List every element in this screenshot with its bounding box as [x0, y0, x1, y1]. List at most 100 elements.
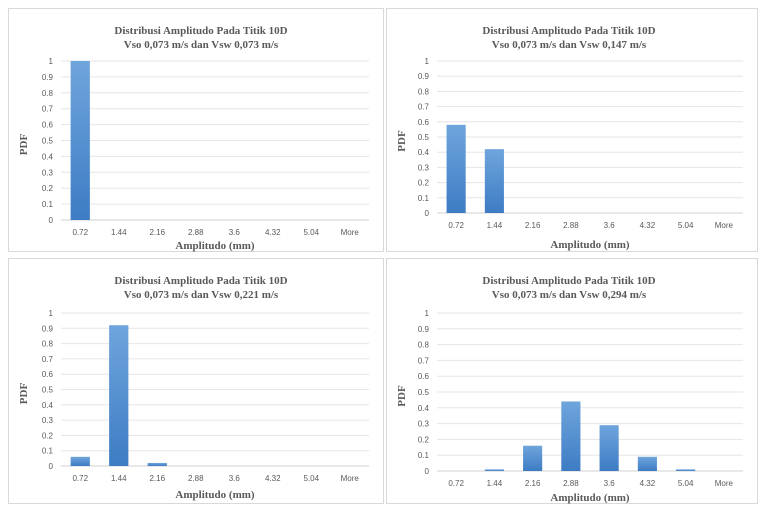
chart-subtitle: Vso 0,073 m/s dan Vsw 0,073 m/s [124, 39, 279, 51]
chart-panel-3: Distribusi Amplitudo Pada Titik 10D Vso 0… [8, 258, 384, 504]
y-tick-label: 0.3 [42, 416, 54, 425]
bar [523, 445, 543, 471]
x-tick-label: 2.16 [149, 474, 165, 483]
y-tick-label: 1 [425, 309, 430, 318]
y-tick-label: 0.8 [418, 341, 430, 350]
x-tick-label: 2.16 [525, 221, 541, 230]
x-tick-label: 1.44 [111, 228, 127, 237]
y-tick-label: 0.1 [42, 200, 54, 209]
chart-svg-2: Distribusi Amplitudo Pada Titik 10D Vso 0… [396, 25, 743, 251]
y-axis-label: PDF [18, 383, 30, 405]
y-tick-label: 1 [49, 57, 54, 66]
y-tick-label: 0.8 [418, 87, 430, 96]
y-tick-label: 0 [425, 209, 430, 218]
y-tick-label: 0.5 [42, 386, 54, 395]
x-tick-label: 3.6 [229, 228, 241, 237]
x-tick-label: 3.6 [229, 474, 241, 483]
y-tick-label: 0.7 [418, 356, 430, 365]
bar [70, 61, 90, 220]
bar [484, 469, 504, 471]
y-tick-label: 0.6 [418, 372, 430, 381]
y-tick-label: 0.2 [42, 184, 54, 193]
x-tick-label: 2.88 [188, 228, 204, 237]
y-axis-label: PDF [18, 134, 30, 156]
y-tick-label: 0.6 [418, 118, 430, 127]
x-tick-label: More [341, 474, 360, 483]
bar [599, 425, 619, 471]
y-tick-label: 0.1 [418, 451, 430, 460]
x-tick-label: 4.32 [265, 228, 281, 237]
y-tick-label: 0.7 [42, 355, 54, 364]
y-tick-label: 0.6 [42, 121, 54, 130]
x-tick-label: 0.72 [72, 228, 88, 237]
x-axis-label: Amplitudo (mm) [175, 489, 254, 501]
x-tick-label: 2.16 [149, 228, 165, 237]
x-tick-label: 2.88 [563, 221, 579, 230]
y-tick-label: 0.3 [42, 168, 54, 177]
chart-subtitle: Vso 0,073 m/s dan Vsw 0,294 m/s [492, 289, 647, 301]
y-tick-label: 0.4 [42, 152, 54, 161]
chart-panel-4: Distribusi Amplitudo Pada Titik 10D Vso 0… [386, 258, 758, 504]
chart-subtitle: Vso 0,073 m/s dan Vsw 0,221 m/s [124, 289, 279, 301]
x-axis-label: Amplitudo (mm) [550, 239, 629, 251]
x-tick-label: 5.04 [303, 228, 319, 237]
y-tick-label: 0.8 [42, 89, 54, 98]
y-tick-label: 0.2 [418, 435, 430, 444]
chart-panel-1: Distribusi Amplitudo Pada Titik 10D Vso 0… [8, 8, 384, 252]
y-tick-label: 1 [49, 309, 54, 318]
bar [676, 469, 696, 471]
x-tick-label: 5.04 [303, 474, 319, 483]
y-tick-label: 0.9 [418, 72, 430, 81]
y-tick-label: 0.2 [42, 431, 54, 440]
y-tick-label: 0.6 [42, 370, 54, 379]
x-tick-label: 2.88 [188, 474, 204, 483]
x-tick-label: 2.88 [563, 479, 579, 488]
y-tick-label: 0.3 [418, 420, 430, 429]
y-tick-label: 0.1 [418, 194, 430, 203]
y-tick-label: 0.9 [418, 325, 430, 334]
y-tick-label: 0.3 [418, 163, 430, 172]
x-axis-label: Amplitudo (mm) [550, 492, 629, 504]
chart-svg-3: Distribusi Amplitudo Pada Titik 10D Vso 0… [18, 275, 369, 501]
x-tick-label: 5.04 [678, 479, 694, 488]
y-tick-label: 0.7 [418, 103, 430, 112]
y-tick-label: 0.4 [418, 148, 430, 157]
chart-subtitle: Vso 0,073 m/s dan Vsw 0,147 m/s [492, 39, 647, 51]
y-tick-label: 0.1 [42, 447, 54, 456]
bar [561, 401, 581, 471]
x-tick-label: 4.32 [640, 479, 656, 488]
x-tick-label: 4.32 [640, 221, 656, 230]
y-tick-label: 0 [425, 467, 430, 476]
x-tick-label: 5.04 [678, 221, 694, 230]
y-tick-label: 0.5 [418, 388, 430, 397]
x-tick-label: More [341, 228, 360, 237]
x-tick-label: More [715, 221, 734, 230]
chart-svg-1: Distribusi Amplitudo Pada Titik 10D Vso 0… [18, 25, 369, 252]
bar [637, 456, 657, 471]
x-tick-label: 3.6 [604, 221, 616, 230]
bar [70, 456, 90, 466]
x-tick-label: 1.44 [111, 474, 127, 483]
y-tick-label: 0 [49, 216, 54, 225]
y-tick-label: 0.9 [42, 324, 54, 333]
x-tick-label: 3.6 [604, 479, 616, 488]
y-tick-label: 0.8 [42, 340, 54, 349]
y-axis-label: PDF [396, 130, 408, 152]
x-tick-label: 2.16 [525, 479, 541, 488]
y-tick-label: 0.4 [418, 404, 430, 413]
x-tick-label: 1.44 [487, 221, 503, 230]
chart-svg-4: Distribusi Amplitudo Pada Titik 10D Vso 0… [396, 275, 743, 504]
y-tick-label: 0 [49, 462, 54, 471]
chart-panel-2: Distribusi Amplitudo Pada Titik 10D Vso 0… [386, 8, 758, 252]
chart-title: Distribusi Amplitudo Pada Titik 10D [482, 275, 655, 287]
x-tick-label: 0.72 [448, 479, 464, 488]
y-tick-label: 0.9 [42, 73, 54, 82]
x-tick-label: 0.72 [72, 474, 88, 483]
bar [484, 149, 504, 213]
chart-title: Distribusi Amplitudo Pada Titik 10D [482, 25, 655, 37]
y-tick-label: 0.5 [418, 133, 430, 142]
x-axis-label: Amplitudo (mm) [175, 240, 254, 252]
bar [109, 325, 129, 466]
bar [147, 462, 167, 466]
chart-title: Distribusi Amplitudo Pada Titik 10D [114, 275, 287, 287]
